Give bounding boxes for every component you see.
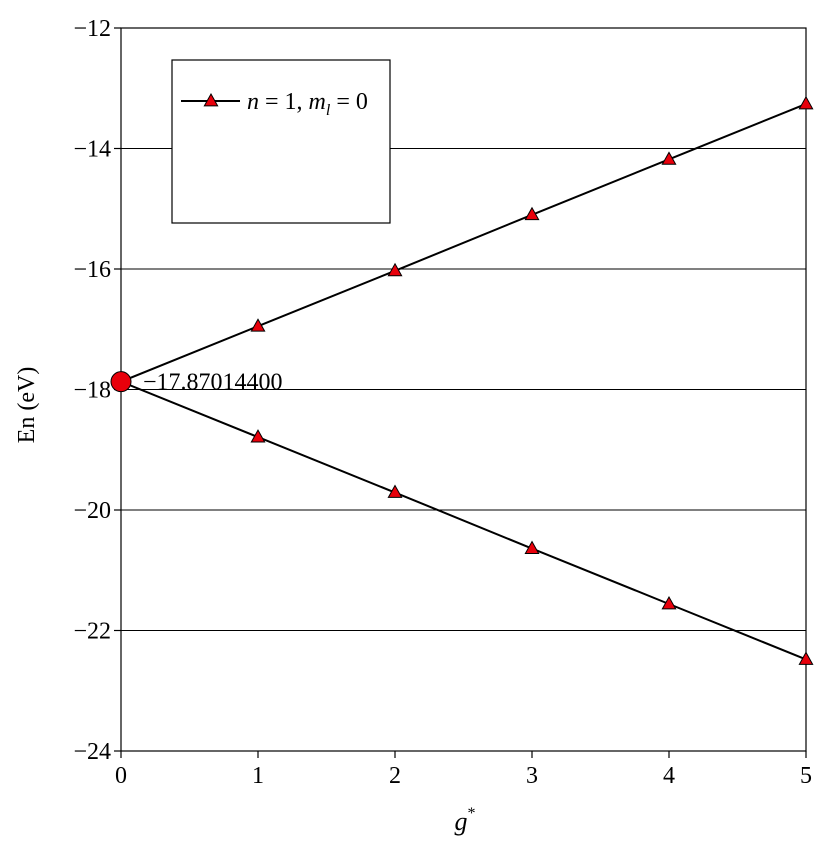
triangle-marker — [661, 595, 677, 610]
triangle-marker — [524, 206, 540, 221]
y-axis-label: En (eV) — [14, 367, 40, 444]
y-tick-label: −16 — [73, 257, 111, 283]
y-tick-label: −18 — [73, 378, 111, 404]
x-tick-label: 4 — [663, 763, 675, 789]
annotation-circle-marker — [110, 371, 132, 393]
y-tick-label: −12 — [73, 16, 111, 42]
x-tick-label: 5 — [800, 763, 812, 789]
y-tick-label: −14 — [73, 137, 111, 163]
triangle-marker — [798, 651, 814, 665]
x-axis-label-superscript: * — [468, 805, 476, 822]
x-tick-label: 2 — [389, 763, 401, 789]
x-tick-label: 1 — [252, 763, 264, 789]
legend-box — [171, 59, 391, 224]
x-axis-label: g* — [455, 805, 476, 836]
series-line-2 — [120, 380, 807, 661]
legend-eq-1: = 1, — [259, 89, 309, 115]
legend-entry-label: n = 1, ml = 0 — [247, 89, 368, 119]
triangle-marker — [387, 484, 403, 498]
legend-eq-2: = 0 — [330, 89, 368, 115]
triangle-marker — [524, 540, 540, 554]
annotation-label: −17.87014400 — [143, 370, 283, 396]
legend-sub-l: l — [326, 102, 331, 119]
x-tick-label: 3 — [526, 763, 538, 789]
series-layer — [120, 102, 807, 661]
tick-labels: −24 −22 −20 −18 −16 −14 −12 0 1 2 3 4 5 — [73, 16, 812, 789]
triangle-marker — [798, 95, 814, 110]
triangle-marker — [661, 151, 677, 165]
triangle-marker — [387, 262, 403, 277]
legend-var-m: m — [309, 89, 326, 115]
x-tick-label: 0 — [115, 763, 127, 789]
legend-var-n: n — [247, 89, 259, 115]
y-tick-label: −20 — [73, 498, 111, 524]
triangle-marker — [250, 429, 266, 443]
y-tick-label: −22 — [73, 619, 111, 645]
marker-layer — [250, 95, 814, 665]
y-tick-label: −24 — [73, 739, 111, 765]
legend-triangle-marker — [203, 92, 219, 107]
series-line-1 — [120, 102, 807, 383]
x-axis-label-main: g — [455, 807, 468, 836]
legend: n = 1, ml = 0 — [171, 59, 391, 224]
triangle-marker — [250, 318, 266, 332]
